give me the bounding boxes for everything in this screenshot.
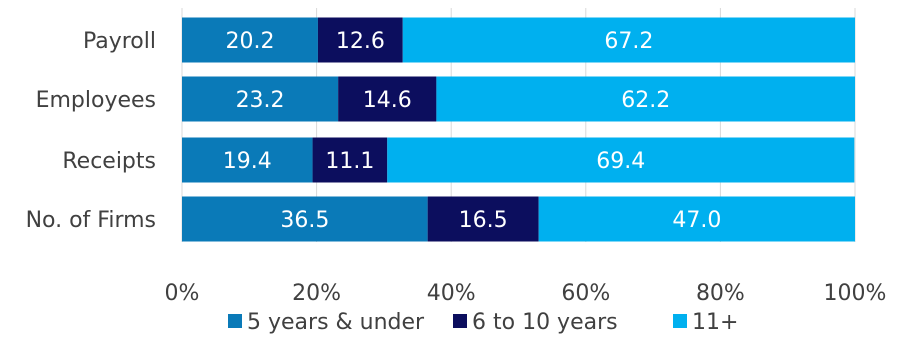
category-label: Employees: [36, 88, 156, 113]
legend-label: 11+: [692, 310, 738, 335]
bar-value-label: 47.0: [672, 208, 721, 233]
x-tick-label: 40%: [427, 281, 476, 306]
bar-segment: [427, 196, 539, 242]
legend-swatch: [673, 314, 687, 328]
legend-label: 5 years & under: [247, 310, 425, 335]
category-label: No. of Firms: [26, 208, 156, 233]
bar-value-label: 16.5: [459, 208, 508, 233]
bar-value-label: 36.5: [280, 208, 329, 233]
bar-value-label: 14.6: [363, 88, 412, 113]
x-tick-label: 80%: [696, 281, 745, 306]
bar-segment: [182, 17, 318, 63]
x-tick-label: 20%: [292, 281, 341, 306]
bar-segment: [312, 137, 388, 183]
bar-segment: [436, 76, 855, 122]
bar-value-label: 12.6: [336, 29, 385, 54]
category-label: Receipts: [62, 149, 156, 174]
bar-segment: [182, 196, 428, 242]
bar-segment: [182, 76, 339, 122]
bar-segment: [338, 76, 437, 122]
bar-segment: [317, 17, 403, 63]
legend-label: 6 to 10 years: [472, 310, 618, 335]
x-tick-label: 0%: [165, 281, 200, 306]
bar-value-label: 62.2: [621, 88, 670, 113]
bar-value-label: 11.1: [325, 149, 374, 174]
x-tick-label: 60%: [561, 281, 610, 306]
legend-swatch: [453, 314, 467, 328]
bar-value-label: 23.2: [236, 88, 285, 113]
bar-segment: [387, 137, 855, 183]
bar-value-label: 20.2: [225, 29, 274, 54]
legend-swatch: [228, 314, 242, 328]
bar-value-label: 69.4: [596, 149, 645, 174]
bar-segment: [538, 196, 855, 242]
bar-segment: [182, 137, 313, 183]
x-tick-label: 100%: [824, 281, 887, 306]
bar-value-label: 19.4: [223, 149, 272, 174]
bar-value-label: 67.2: [604, 29, 653, 54]
category-label: Payroll: [83, 29, 156, 54]
bar-segment: [402, 17, 855, 63]
